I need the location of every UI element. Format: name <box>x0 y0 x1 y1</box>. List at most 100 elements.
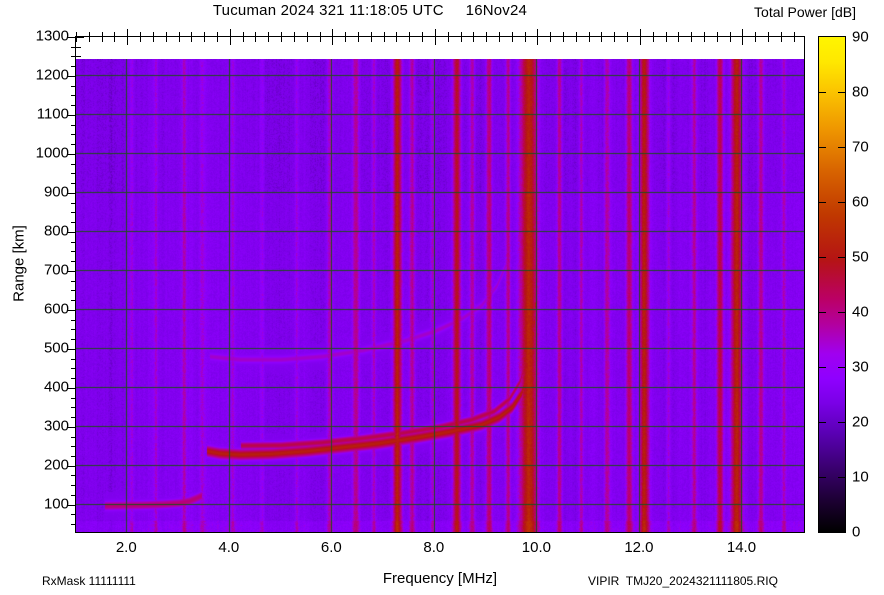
axis-tick <box>383 37 385 42</box>
axis-tick <box>71 417 76 419</box>
colorbar-tick-label: 50 <box>852 248 869 266</box>
x-axis-title: Frequency [MHz] <box>382 570 498 587</box>
axis-tick <box>71 407 76 409</box>
axis-tick <box>76 37 77 42</box>
colorbar-tick-label: 30 <box>852 358 869 376</box>
axis-tick <box>409 37 411 42</box>
axis-tick <box>140 37 142 42</box>
axis-tick <box>229 29 231 37</box>
axis-tick <box>370 37 372 42</box>
axis-tick <box>71 144 76 146</box>
axis-tick <box>306 37 308 42</box>
ionogram-heatmap[interactable] <box>76 59 804 532</box>
axis-tick <box>345 37 347 42</box>
axis-tick <box>422 37 424 42</box>
axis-tick <box>71 339 76 341</box>
axis-tick <box>793 32 795 37</box>
colorbar-tick <box>838 312 845 313</box>
axis-tick <box>550 32 552 37</box>
axis-tick <box>204 32 206 37</box>
axis-tick <box>434 29 436 37</box>
x-axis-tick-label: 2.0 <box>115 539 137 556</box>
axis-tick <box>601 37 603 42</box>
axis-tick <box>332 37 334 45</box>
y-axis-tick-label: 1100 <box>36 105 69 123</box>
colorbar-tick-label: 10 <box>852 468 869 486</box>
axis-tick <box>729 32 731 37</box>
axis-tick <box>242 37 244 42</box>
axis-tick <box>639 29 641 37</box>
axis-tick <box>691 32 693 37</box>
axis-tick <box>88 37 90 42</box>
axis-tick <box>71 261 76 263</box>
axis-tick <box>71 66 76 68</box>
axis-tick <box>434 37 436 45</box>
axis-tick <box>71 475 76 477</box>
axis-tick <box>716 37 718 42</box>
axis-tick <box>68 309 76 311</box>
axis-tick <box>140 32 142 37</box>
axis-tick <box>76 37 84 38</box>
axis-tick <box>742 37 744 45</box>
axis-tick <box>152 32 154 37</box>
axis-tick <box>575 37 577 42</box>
colorbar-tick-label: 60 <box>852 193 869 211</box>
axis-tick <box>396 37 398 42</box>
colorbar[interactable] <box>818 36 846 533</box>
colorbar-tick <box>838 147 845 148</box>
axis-tick <box>639 37 641 45</box>
axis-tick <box>71 524 76 526</box>
x-axis-tick-label: 12.0 <box>624 539 654 556</box>
axis-tick <box>71 494 76 496</box>
axis-tick <box>332 29 334 37</box>
axis-tick <box>68 114 76 116</box>
axis-tick <box>396 32 398 37</box>
axis-tick <box>114 37 116 42</box>
axis-tick <box>780 37 782 42</box>
axis-tick <box>537 37 539 45</box>
ionogram-canvas <box>76 59 804 532</box>
axis-tick <box>498 32 500 37</box>
axis-tick <box>204 37 206 42</box>
colorbar-tick <box>838 202 845 203</box>
axis-tick <box>71 397 76 399</box>
axis-tick <box>76 46 81 48</box>
axis-tick <box>71 514 76 516</box>
axis-tick <box>71 222 76 224</box>
axis-tick <box>665 32 667 37</box>
axis-tick <box>755 32 757 37</box>
colorbar-tick <box>819 202 826 203</box>
axis-tick <box>152 37 154 42</box>
axis-tick <box>306 32 308 37</box>
axis-tick <box>652 37 654 42</box>
axis-tick <box>473 32 475 37</box>
axis-tick <box>71 300 76 302</box>
axis-tick <box>524 32 526 37</box>
axis-tick <box>255 37 257 42</box>
x-axis-tick-label: 4.0 <box>218 539 240 556</box>
colorbar-tick-label: 20 <box>852 413 869 431</box>
axis-tick <box>281 37 283 42</box>
colorbar-tick <box>819 257 826 258</box>
axis-tick <box>71 378 76 380</box>
axis-tick <box>293 32 295 37</box>
axis-tick <box>71 56 76 58</box>
axis-tick <box>71 251 76 253</box>
colorbar-tick <box>819 92 826 93</box>
axis-tick <box>627 37 629 42</box>
axis-tick <box>473 37 475 42</box>
axis-tick <box>319 32 321 37</box>
axis-tick <box>447 32 449 37</box>
y-axis-tick-label: 100 <box>43 495 69 513</box>
axis-tick <box>537 29 539 37</box>
axis-tick <box>71 329 76 331</box>
axis-tick <box>704 37 706 42</box>
axis-tick <box>71 105 76 107</box>
axis-tick <box>768 37 770 42</box>
colorbar-tick <box>838 257 845 258</box>
axis-tick <box>71 134 76 136</box>
axis-tick <box>71 163 76 165</box>
axis-tick <box>627 32 629 37</box>
axis-tick <box>511 37 513 42</box>
axis-tick <box>357 32 359 37</box>
